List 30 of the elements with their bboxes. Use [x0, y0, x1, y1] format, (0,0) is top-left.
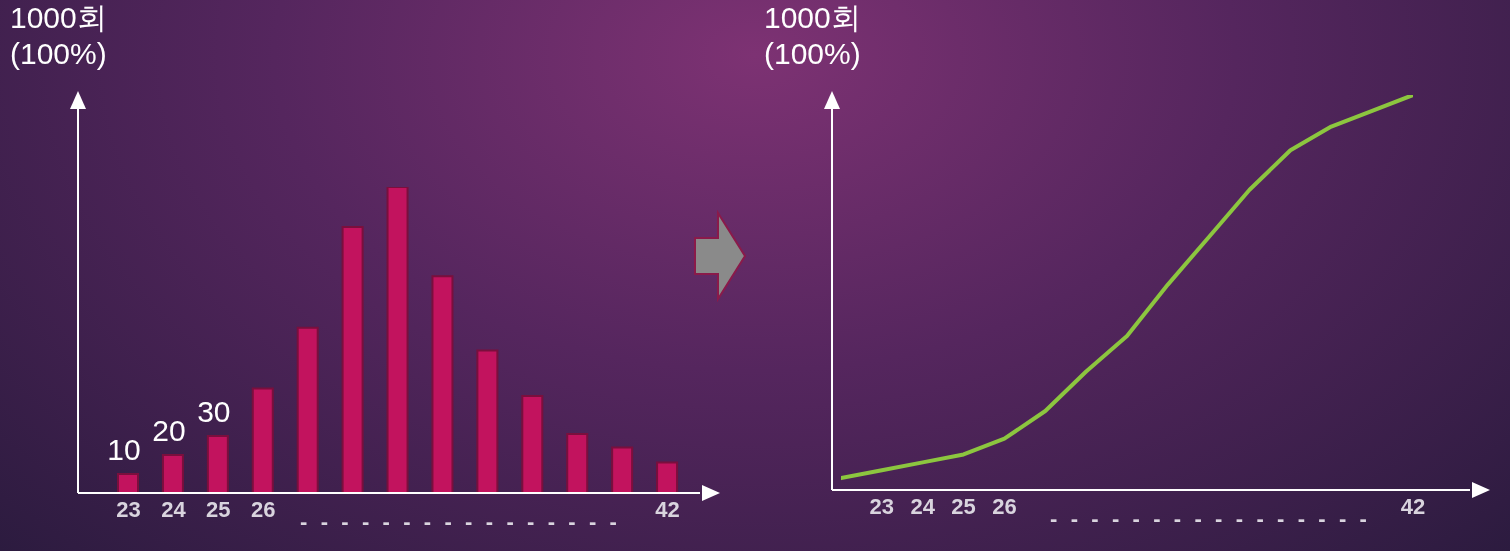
bar [566, 433, 589, 493]
x-tick-label: 24 [910, 493, 936, 519]
x-tick-label: 23 [116, 496, 141, 522]
data-label: 10 [107, 432, 141, 466]
x-tick-label: 25 [951, 493, 976, 519]
x-tick-label: 26 [992, 493, 1017, 519]
bar [161, 453, 184, 493]
data-label: 30 [197, 394, 231, 428]
bar [521, 395, 544, 493]
bar [431, 275, 454, 493]
x-tick-label: 23 [869, 493, 895, 519]
text: - - - - - - - - - - - - - - - - [300, 509, 621, 535]
x-tick-label: 24 [161, 496, 187, 522]
bar [611, 446, 634, 493]
bar [251, 387, 274, 493]
bar [386, 187, 409, 493]
y-axis-title: 1000회 (100%) [10, 0, 107, 72]
x-tick-label: 42 [1400, 493, 1426, 519]
x-tick-label: 26 [250, 496, 276, 522]
x-tick-label: 25 [206, 496, 231, 522]
text: - - - - - - - - - - - - - - - - [1050, 506, 1371, 532]
x-tick-label: 42 [655, 496, 680, 522]
bar [476, 349, 499, 493]
bar [206, 434, 229, 493]
bar [117, 472, 139, 493]
y-axis-title: 1000회 (100%) [764, 0, 861, 72]
bar [341, 225, 364, 493]
bar [296, 326, 319, 493]
bar [656, 461, 679, 493]
data-label: 20 [152, 413, 186, 447]
